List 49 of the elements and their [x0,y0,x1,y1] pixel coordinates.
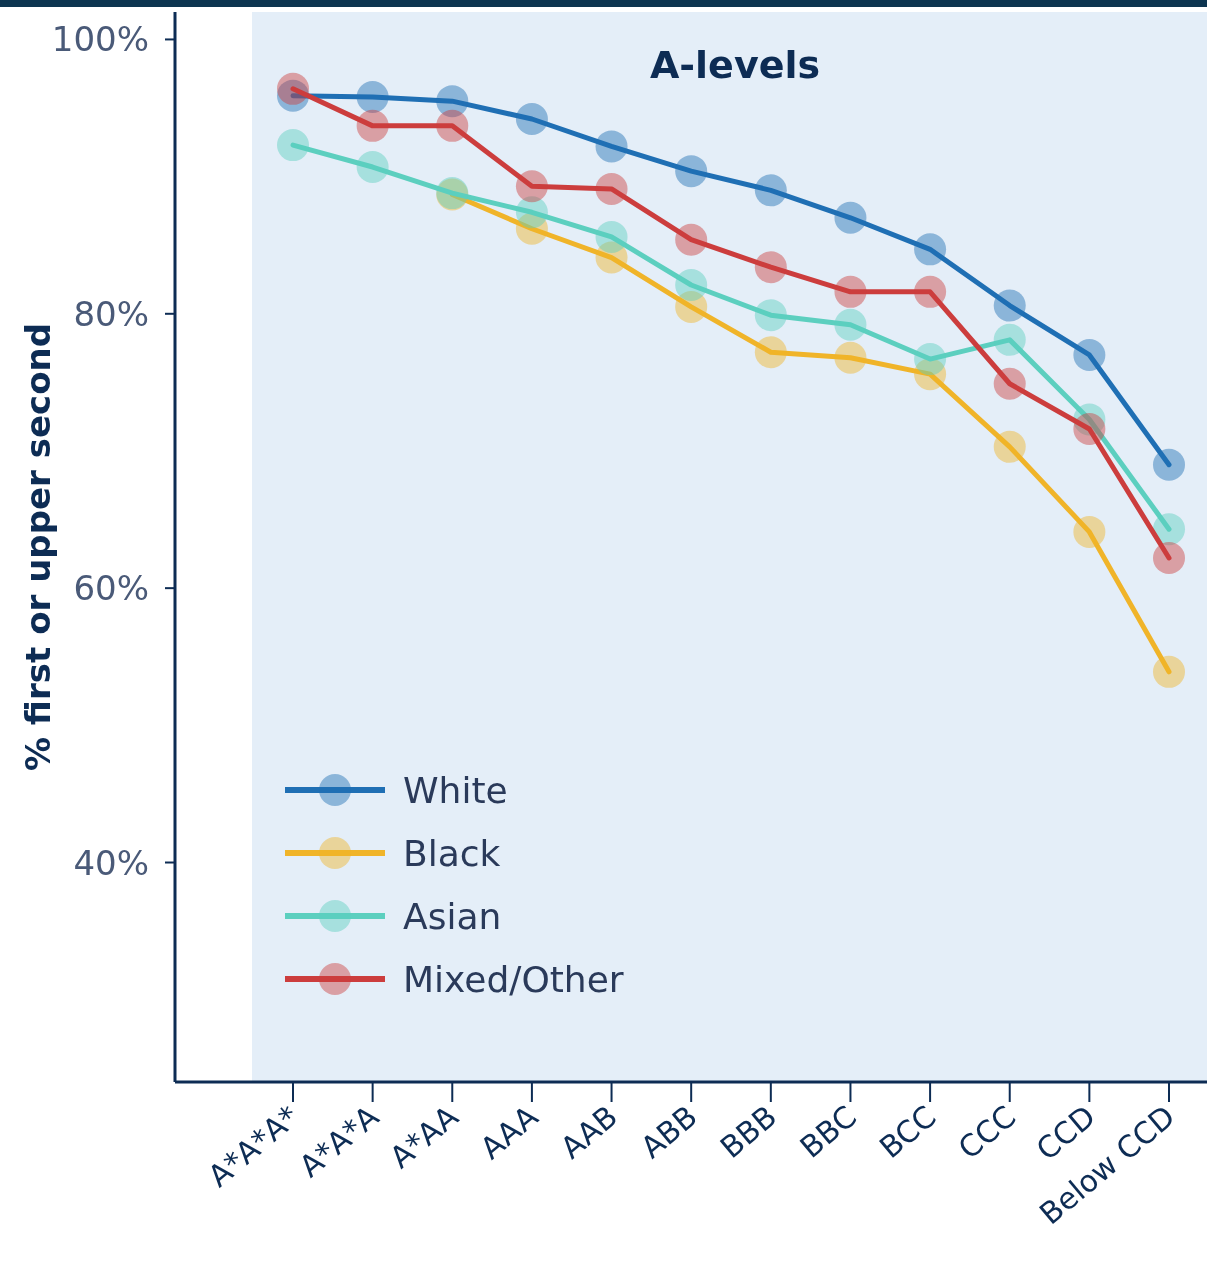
legend-label: Black [403,833,501,874]
point [1073,515,1106,548]
point [356,151,389,184]
y-tick-label: 60% [73,568,149,609]
y-tick-label: 80% [73,293,149,334]
legend-label: Mixed/Other [403,959,624,1000]
point [675,155,708,188]
point [993,289,1026,322]
point [1073,338,1106,371]
point [914,343,947,376]
point [1153,541,1185,574]
point [595,130,628,163]
point [515,103,548,135]
point [914,233,947,266]
point [1153,655,1185,688]
point [993,323,1026,356]
point [834,201,867,234]
x-tick-label: BBB [713,1098,784,1166]
point [993,367,1026,400]
point [356,81,389,114]
point [1073,413,1106,446]
y-axis-title: % first or upper second [18,322,58,772]
point [834,341,867,374]
text: A-levels [649,43,821,87]
point [595,220,628,253]
point [914,275,947,308]
point [675,223,708,256]
y-tick-label: 40% [73,842,149,883]
point [1153,448,1185,481]
point [1153,513,1185,546]
point [277,129,309,162]
point [595,172,628,205]
point [675,268,708,301]
y-tick-label: 100% [51,19,149,60]
point [436,109,469,142]
point [515,170,548,203]
x-tick-label: CCC [951,1098,1023,1166]
point [834,275,867,308]
point [356,109,389,142]
point [754,174,787,207]
point [754,251,787,284]
point [277,72,309,105]
point [515,196,548,229]
point [754,336,787,369]
point [834,308,867,341]
legend-label: Asian [403,896,502,937]
point [754,299,787,332]
point [993,430,1026,463]
legend-label: White [403,770,508,811]
